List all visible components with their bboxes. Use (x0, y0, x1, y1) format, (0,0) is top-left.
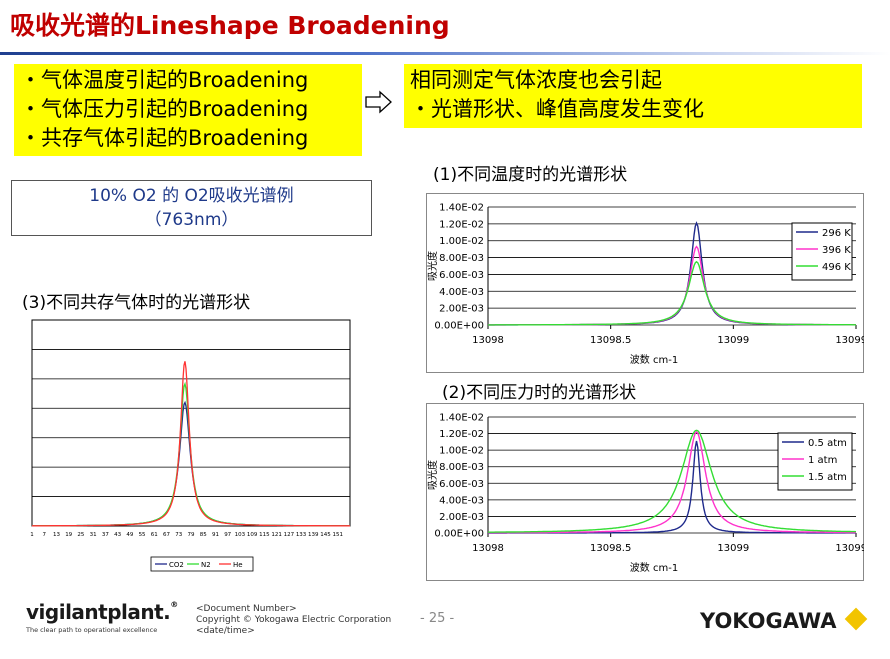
series-line (32, 361, 350, 527)
series-line (488, 430, 856, 534)
legend-label: 296 K (822, 228, 851, 239)
copyright: Copyright © Yokogawa Electric Corporatio… (196, 615, 392, 625)
x-axis-label: 波数 cm-1 (630, 353, 678, 366)
footer-info: <Document Number> Copyright © Yokogawa E… (196, 604, 391, 637)
x-tick-label: 127 (284, 532, 295, 538)
doc-number: <Document Number> (196, 604, 297, 614)
date-time: <date/time> (196, 626, 255, 636)
x-tick-label: 49 (126, 532, 133, 538)
x-tick-label: 79 (188, 532, 195, 538)
x-tick-label: 25 (77, 532, 84, 538)
o2-example-box: 10% O2 的 O2吸收光谱例 （763nm） (11, 180, 372, 236)
y-tick-label: 1.40E-02 (439, 203, 484, 214)
y-tick-label: 4.00E-03 (439, 495, 484, 506)
legend-label: He (233, 561, 243, 569)
logo-main: vigilantplant. (26, 600, 171, 624)
y-tick-label: 1.20E-02 (439, 429, 484, 440)
x-tick-label: 1 (30, 532, 34, 538)
y-tick-label: 2.00E-03 (439, 512, 484, 523)
legend-label: CO2 (169, 561, 184, 569)
y-tick-label: 1.00E-02 (439, 446, 484, 457)
y-tick-label: 1.40E-02 (439, 413, 484, 424)
series-line (488, 260, 856, 326)
x-tick-label: 97 (224, 532, 231, 538)
x-tick-label: 31 (90, 532, 97, 538)
page-title: 吸收光谱的Lineshape Broadening (10, 11, 450, 40)
o2-example-line1: 10% O2 的 O2吸收光谱例 (89, 186, 294, 206)
caption-temperature: (1)不同温度时的光谱形状 (433, 165, 628, 185)
coexisting-gas-chart: 1 7 13 19 25 31 37 43 49 55 61 67 73 79 85 91 97 103 109 11… (30, 319, 351, 572)
y-tick-label: 6.00E-03 (439, 479, 484, 490)
plot-area (31, 319, 351, 527)
cause-pressure: ・气体压力引起的Broadening (20, 97, 309, 121)
temperature-chart: 0.00E+00 2.00E-03 4.00E-03 6.00E-03 8.00E-03… (426, 193, 864, 373)
logo-tagline: The clear path to operational excellence (26, 626, 158, 634)
yokogawa-logo: YOKOGAWA (700, 609, 837, 633)
x-tick-label: 145 (320, 532, 331, 538)
x-tick-label: 13099 (717, 543, 749, 554)
y-tick-label: 1.20E-02 (439, 219, 484, 230)
x-tick-label: 13098 (472, 335, 504, 346)
y-axis-label: 吸光度 (426, 251, 439, 281)
x-tick-label: 91 (212, 532, 219, 538)
y-tick-label: 8.00E-03 (439, 253, 484, 264)
y-tick-label: 8.00E-03 (439, 462, 484, 473)
chart-frame (426, 193, 864, 373)
x-tick-label: 13 (53, 532, 60, 538)
legend-label: 496 K (822, 262, 851, 273)
x-axis-label: 波数 cm-1 (630, 561, 678, 574)
x-tick-label: 133 (296, 532, 307, 538)
y-tick-label: 4.00E-03 (439, 287, 484, 298)
series-line (488, 429, 857, 533)
x-tick-label: 121 (271, 532, 282, 538)
x-tick-label: 151 (333, 532, 344, 538)
x-tick-label: 103 (235, 532, 246, 538)
y-tick-label: 1.00E-02 (439, 236, 484, 247)
effect-box: 相同测定气体浓度也会引起 ・光谱形状、峰值高度发生变化 (404, 64, 862, 128)
right-arrow-icon (365, 90, 392, 114)
yokogawa-diamond-icon (844, 607, 868, 631)
y-tick-label: 6.00E-03 (439, 270, 484, 281)
x-tick-label: 73 (175, 532, 182, 538)
x-tick-label: 19 (65, 532, 72, 538)
y-tick-label: 0.00E+00 (434, 529, 484, 540)
x-tick-label: 13099.5 (835, 543, 864, 554)
caption-coexisting-gas: (3)不同共存气体时的光谱形状 (22, 293, 251, 313)
broadening-causes-box: ・气体温度引起的Broadening ・气体压力引起的Broadening ・共… (14, 64, 362, 156)
x-tick-label: 13098 (472, 543, 504, 554)
x-tick-label: 61 (151, 532, 158, 538)
legend-label: 396 K (822, 245, 851, 256)
o2-example-line2: （763nm） (144, 210, 239, 230)
pressure-chart: 0.00E+00 2.00E-03 4.00E-03 6.00E-03 8.00E-03… (426, 403, 864, 581)
x-tick-label: 67 (163, 532, 170, 538)
x-tick-label: 13098.5 (590, 335, 631, 346)
vigilantplant-logo: vigilantplant.® The clear path to operat… (26, 600, 178, 634)
legend-label: 1.5 atm (808, 472, 847, 483)
title-divider (0, 52, 890, 55)
effect-line-2: ・光谱形状、峰值高度发生变化 (410, 97, 704, 121)
effect-line-1: 相同测定气体浓度也会引起 (410, 68, 662, 92)
legend-box (150, 556, 254, 572)
page-number: - 25 - (420, 611, 455, 626)
y-axis-label: 吸光度 (426, 460, 439, 490)
y-tick-label: 0.00E+00 (434, 321, 484, 332)
x-tick-label: 7 (42, 532, 46, 538)
x-tick-label: 43 (114, 532, 121, 538)
y-tick-label: 2.00E-03 (439, 304, 484, 315)
x-tick-label: 55 (139, 532, 146, 538)
cause-coexisting-gas: ・共存气体引起的Broadening (20, 126, 309, 150)
x-tick-label: 37 (102, 532, 109, 538)
cause-temperature: ・气体温度引起的Broadening (20, 68, 309, 92)
x-tick-label: 13098.5 (590, 543, 631, 554)
x-tick-label: 13099 (717, 335, 749, 346)
legend-label: 0.5 atm (808, 438, 847, 449)
legend-label: 1 atm (808, 455, 837, 466)
x-tick-label: 109 (247, 532, 258, 538)
x-tick-label: 139 (308, 532, 319, 538)
x-tick-label: 85 (200, 532, 207, 538)
x-tick-label: 13099.5 (835, 335, 864, 346)
caption-pressure: (2)不同压力时的光谱形状 (442, 383, 637, 403)
legend-label: N2 (201, 561, 211, 569)
x-tick-label: 115 (259, 532, 270, 538)
